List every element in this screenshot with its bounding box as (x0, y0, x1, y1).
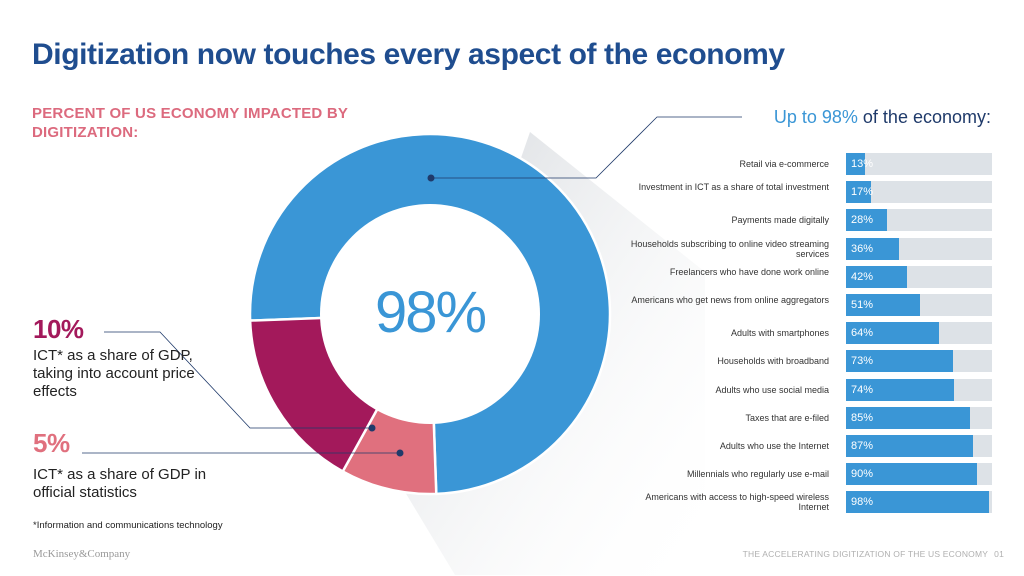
bar (846, 294, 921, 316)
bar-value-label: 13% (851, 158, 874, 170)
bar-label: Households with broadband (717, 356, 829, 367)
bar-value-label: 17% (851, 186, 874, 199)
bars-heading: Up to 98% of the economy: (774, 107, 991, 128)
bar (846, 181, 871, 204)
footer: THE ACCELERATING DIGITIZATION OF THE US … (743, 549, 1004, 559)
bar-label: Americans with access to high-speed wire… (645, 492, 829, 513)
bar-track: 98% (846, 491, 992, 514)
callout-5-value: 5% (33, 428, 70, 458)
bar-track: 73% (846, 350, 992, 373)
footer-title: THE ACCELERATING DIGITIZATION OF THE US … (742, 549, 989, 559)
bar (846, 463, 978, 486)
bar-track: 42% (846, 265, 992, 288)
bar-value-label: 87% (851, 440, 874, 452)
bar (846, 350, 953, 373)
bar-label: Millennials who regularly use e-mail (686, 469, 829, 480)
bar-label: Americans who get news from online aggre… (631, 295, 829, 305)
bar-track: 17% (846, 181, 992, 204)
footnote: *Information and communications technolo… (33, 520, 223, 531)
bars-heading-highlight: Up to 98% (773, 107, 858, 127)
donut-center-label: 98% (375, 280, 486, 345)
leader-dot-10 (368, 424, 376, 432)
donut-hole (320, 204, 540, 424)
bar (846, 435, 974, 457)
bar-label: Investment in ICT as a share of total in… (638, 182, 829, 193)
bar-label: Adults who use the Internet (719, 441, 829, 451)
bar-value-label: 64% (851, 327, 874, 340)
bar-label: Payments made digitally (731, 215, 829, 226)
bar-track: 85% (846, 406, 992, 429)
callout-10-value: 10% (33, 314, 84, 344)
bar (846, 406, 971, 429)
bar-track: 64% (846, 322, 992, 345)
bar-value-label: 85% (851, 411, 874, 424)
bar (846, 265, 908, 288)
bar-track: 90% (846, 463, 992, 486)
bar-value-label: 42% (851, 270, 874, 283)
bar-value-label: 98% (851, 496, 874, 509)
bar-label: Adults with smartphones (730, 328, 829, 339)
bar-track: 74% (846, 378, 992, 401)
bar-track: 36% (846, 237, 992, 260)
bar-track: 13% (846, 153, 992, 175)
bar (846, 378, 955, 401)
bar-value-label: 73% (851, 355, 874, 368)
bars-heading-rest: of the economy: (857, 107, 991, 127)
bar-value-label: 36% (851, 242, 874, 255)
bar-value-label: 28% (851, 214, 874, 227)
callout-10-text: ICT* as a share of GDP, taking into acco… (33, 347, 195, 400)
bar-value-label: 74% (851, 383, 874, 396)
bar-track: 51% (846, 294, 992, 316)
leader-line-10 (104, 331, 372, 429)
bar (846, 491, 990, 514)
bar (846, 153, 865, 175)
bar-value-label: 51% (851, 299, 874, 311)
leader-dot-5 (396, 449, 404, 457)
bar-label: Taxes that are e-filed (745, 412, 829, 423)
callout-5-text: ICT* as a share of GDP in official stati… (33, 466, 207, 501)
company-logo: McKinsey&Company (33, 548, 131, 560)
page-title: Digitization now touches every aspect of… (32, 38, 785, 71)
page-number: 01 (994, 549, 1004, 559)
bar (846, 209, 887, 232)
bar-label: Retail via e-commerce (739, 159, 829, 169)
bar-track: 28% (846, 209, 992, 232)
bar (846, 322, 940, 345)
leader-dot-98 (427, 174, 435, 182)
bar-label: Freelancers who have done work online (669, 266, 829, 277)
bar-label: Households subscribing to online video s… (630, 238, 829, 259)
bar-value-label: 90% (851, 468, 874, 481)
bar-track: 87% (846, 435, 992, 457)
donut-subtitle: PERCENT OF US ECONOMY IMPACTED BY DIGITI… (32, 105, 348, 141)
bar-label: Adults who use social media (715, 384, 829, 395)
bar (846, 237, 899, 260)
leader-line-98 (431, 116, 742, 179)
